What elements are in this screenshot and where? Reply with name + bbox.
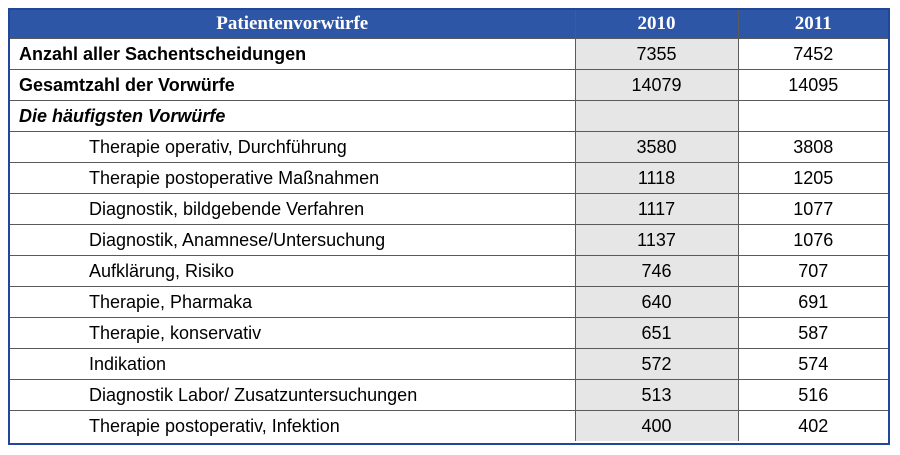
value-2011: 574 bbox=[737, 348, 888, 380]
value-2010: 746 bbox=[574, 255, 739, 287]
value-2011: 1076 bbox=[737, 224, 888, 256]
value-2010: 640 bbox=[574, 286, 739, 318]
row-label: Aufklärung, Risiko bbox=[10, 255, 576, 287]
table-row: Diagnostik, Anamnese/Untersuchung 1137 1… bbox=[10, 224, 888, 256]
value-2011: 516 bbox=[737, 379, 888, 411]
value-2011: 1205 bbox=[737, 162, 888, 194]
section-header-row: Die häufigsten Vorwürfe bbox=[10, 100, 888, 132]
table-header-row: Patientenvorwürfe 2010 2011 bbox=[10, 10, 888, 39]
row-label: Diagnostik Labor/ Zusatzuntersuchungen bbox=[10, 379, 576, 411]
value-2010: 7355 bbox=[574, 38, 739, 70]
row-label: Therapie postoperative Maßnahmen bbox=[10, 162, 576, 194]
value-2010: 14079 bbox=[574, 69, 739, 101]
table-row: Aufklärung, Risiko 746 707 bbox=[10, 255, 888, 287]
header-year-2011: 2011 bbox=[737, 10, 888, 39]
row-label: Therapie, konservativ bbox=[10, 317, 576, 349]
table-row: Therapie operativ, Durchführung 3580 380… bbox=[10, 131, 888, 163]
value-2011 bbox=[737, 100, 888, 132]
table-row: Therapie postoperative Maßnahmen 1118 12… bbox=[10, 162, 888, 194]
value-2011: 3808 bbox=[737, 131, 888, 163]
row-label: Diagnostik, Anamnese/Untersuchung bbox=[10, 224, 576, 256]
value-2010: 572 bbox=[574, 348, 739, 380]
value-2011: 691 bbox=[737, 286, 888, 318]
table-row: Therapie postoperativ, Infektion 400 402 bbox=[10, 410, 888, 441]
table-row: Gesamtzahl der Vorwürfe 14079 14095 bbox=[10, 69, 888, 101]
value-2010: 1137 bbox=[574, 224, 739, 256]
value-2011: 587 bbox=[737, 317, 888, 349]
value-2011: 1077 bbox=[737, 193, 888, 225]
value-2010: 513 bbox=[574, 379, 739, 411]
row-label: Therapie postoperativ, Infektion bbox=[10, 410, 576, 441]
section-label: Die häufigsten Vorwürfe bbox=[10, 100, 576, 132]
table-row: Diagnostik, bildgebende Verfahren 1117 1… bbox=[10, 193, 888, 225]
table-row: Therapie, Pharmaka 640 691 bbox=[10, 286, 888, 318]
table-row: Therapie, konservativ 651 587 bbox=[10, 317, 888, 349]
header-year-2010: 2010 bbox=[574, 10, 739, 39]
value-2010: 651 bbox=[574, 317, 739, 349]
table-row: Indikation 572 574 bbox=[10, 348, 888, 380]
value-2010: 400 bbox=[574, 410, 739, 441]
value-2010 bbox=[574, 100, 739, 132]
patient-complaints-table: Patientenvorwürfe 2010 2011 Anzahl aller… bbox=[10, 10, 888, 441]
row-label: Therapie, Pharmaka bbox=[10, 286, 576, 318]
row-label: Therapie operativ, Durchführung bbox=[10, 131, 576, 163]
value-2011: 7452 bbox=[737, 38, 888, 70]
value-2010: 1117 bbox=[574, 193, 739, 225]
value-2010: 3580 bbox=[574, 131, 739, 163]
header-label: Patientenvorwürfe bbox=[10, 10, 576, 39]
row-label: Anzahl aller Sachentscheidungen bbox=[10, 38, 576, 70]
table-row: Diagnostik Labor/ Zusatzuntersuchungen 5… bbox=[10, 379, 888, 411]
value-2011: 402 bbox=[737, 410, 888, 441]
patient-complaints-table-frame: Patientenvorwürfe 2010 2011 Anzahl aller… bbox=[8, 8, 890, 445]
row-label: Diagnostik, bildgebende Verfahren bbox=[10, 193, 576, 225]
table-row: Anzahl aller Sachentscheidungen 7355 745… bbox=[10, 38, 888, 70]
value-2010: 1118 bbox=[574, 162, 739, 194]
row-label: Gesamtzahl der Vorwürfe bbox=[10, 69, 576, 101]
value-2011: 707 bbox=[737, 255, 888, 287]
value-2011: 14095 bbox=[737, 69, 888, 101]
row-label: Indikation bbox=[10, 348, 576, 380]
